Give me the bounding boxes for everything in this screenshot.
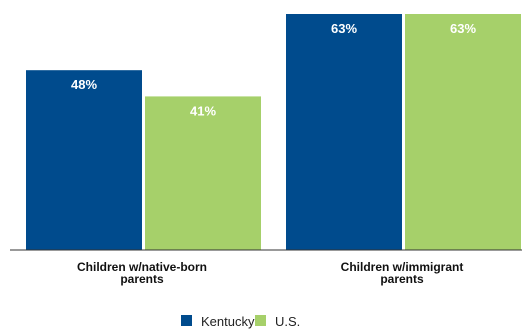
bar-kentucky-0	[26, 70, 142, 250]
bar-us-1	[405, 14, 521, 250]
bar-kentucky-1	[286, 14, 402, 250]
category-label: parents	[380, 272, 424, 286]
bar-us-0	[145, 96, 261, 251]
legend-label: U.S.	[275, 314, 300, 329]
category-label: Children w/native-born	[77, 260, 207, 274]
category-label: parents	[120, 272, 164, 286]
bar-value-label: 48%	[71, 77, 97, 92]
legend-swatch-us	[255, 315, 266, 326]
category-label: Children w/immigrant	[341, 260, 464, 274]
bar-value-label: 63%	[331, 21, 357, 36]
legend-swatch-kentucky	[181, 315, 192, 326]
legend-label: Kentucky	[201, 314, 255, 329]
legend: Kentucky U.S.	[181, 314, 300, 329]
bars-layer: 48% 63% 41% 63%	[26, 14, 521, 251]
bar-value-label: 63%	[450, 21, 476, 36]
bar-value-label: 41%	[190, 103, 216, 118]
